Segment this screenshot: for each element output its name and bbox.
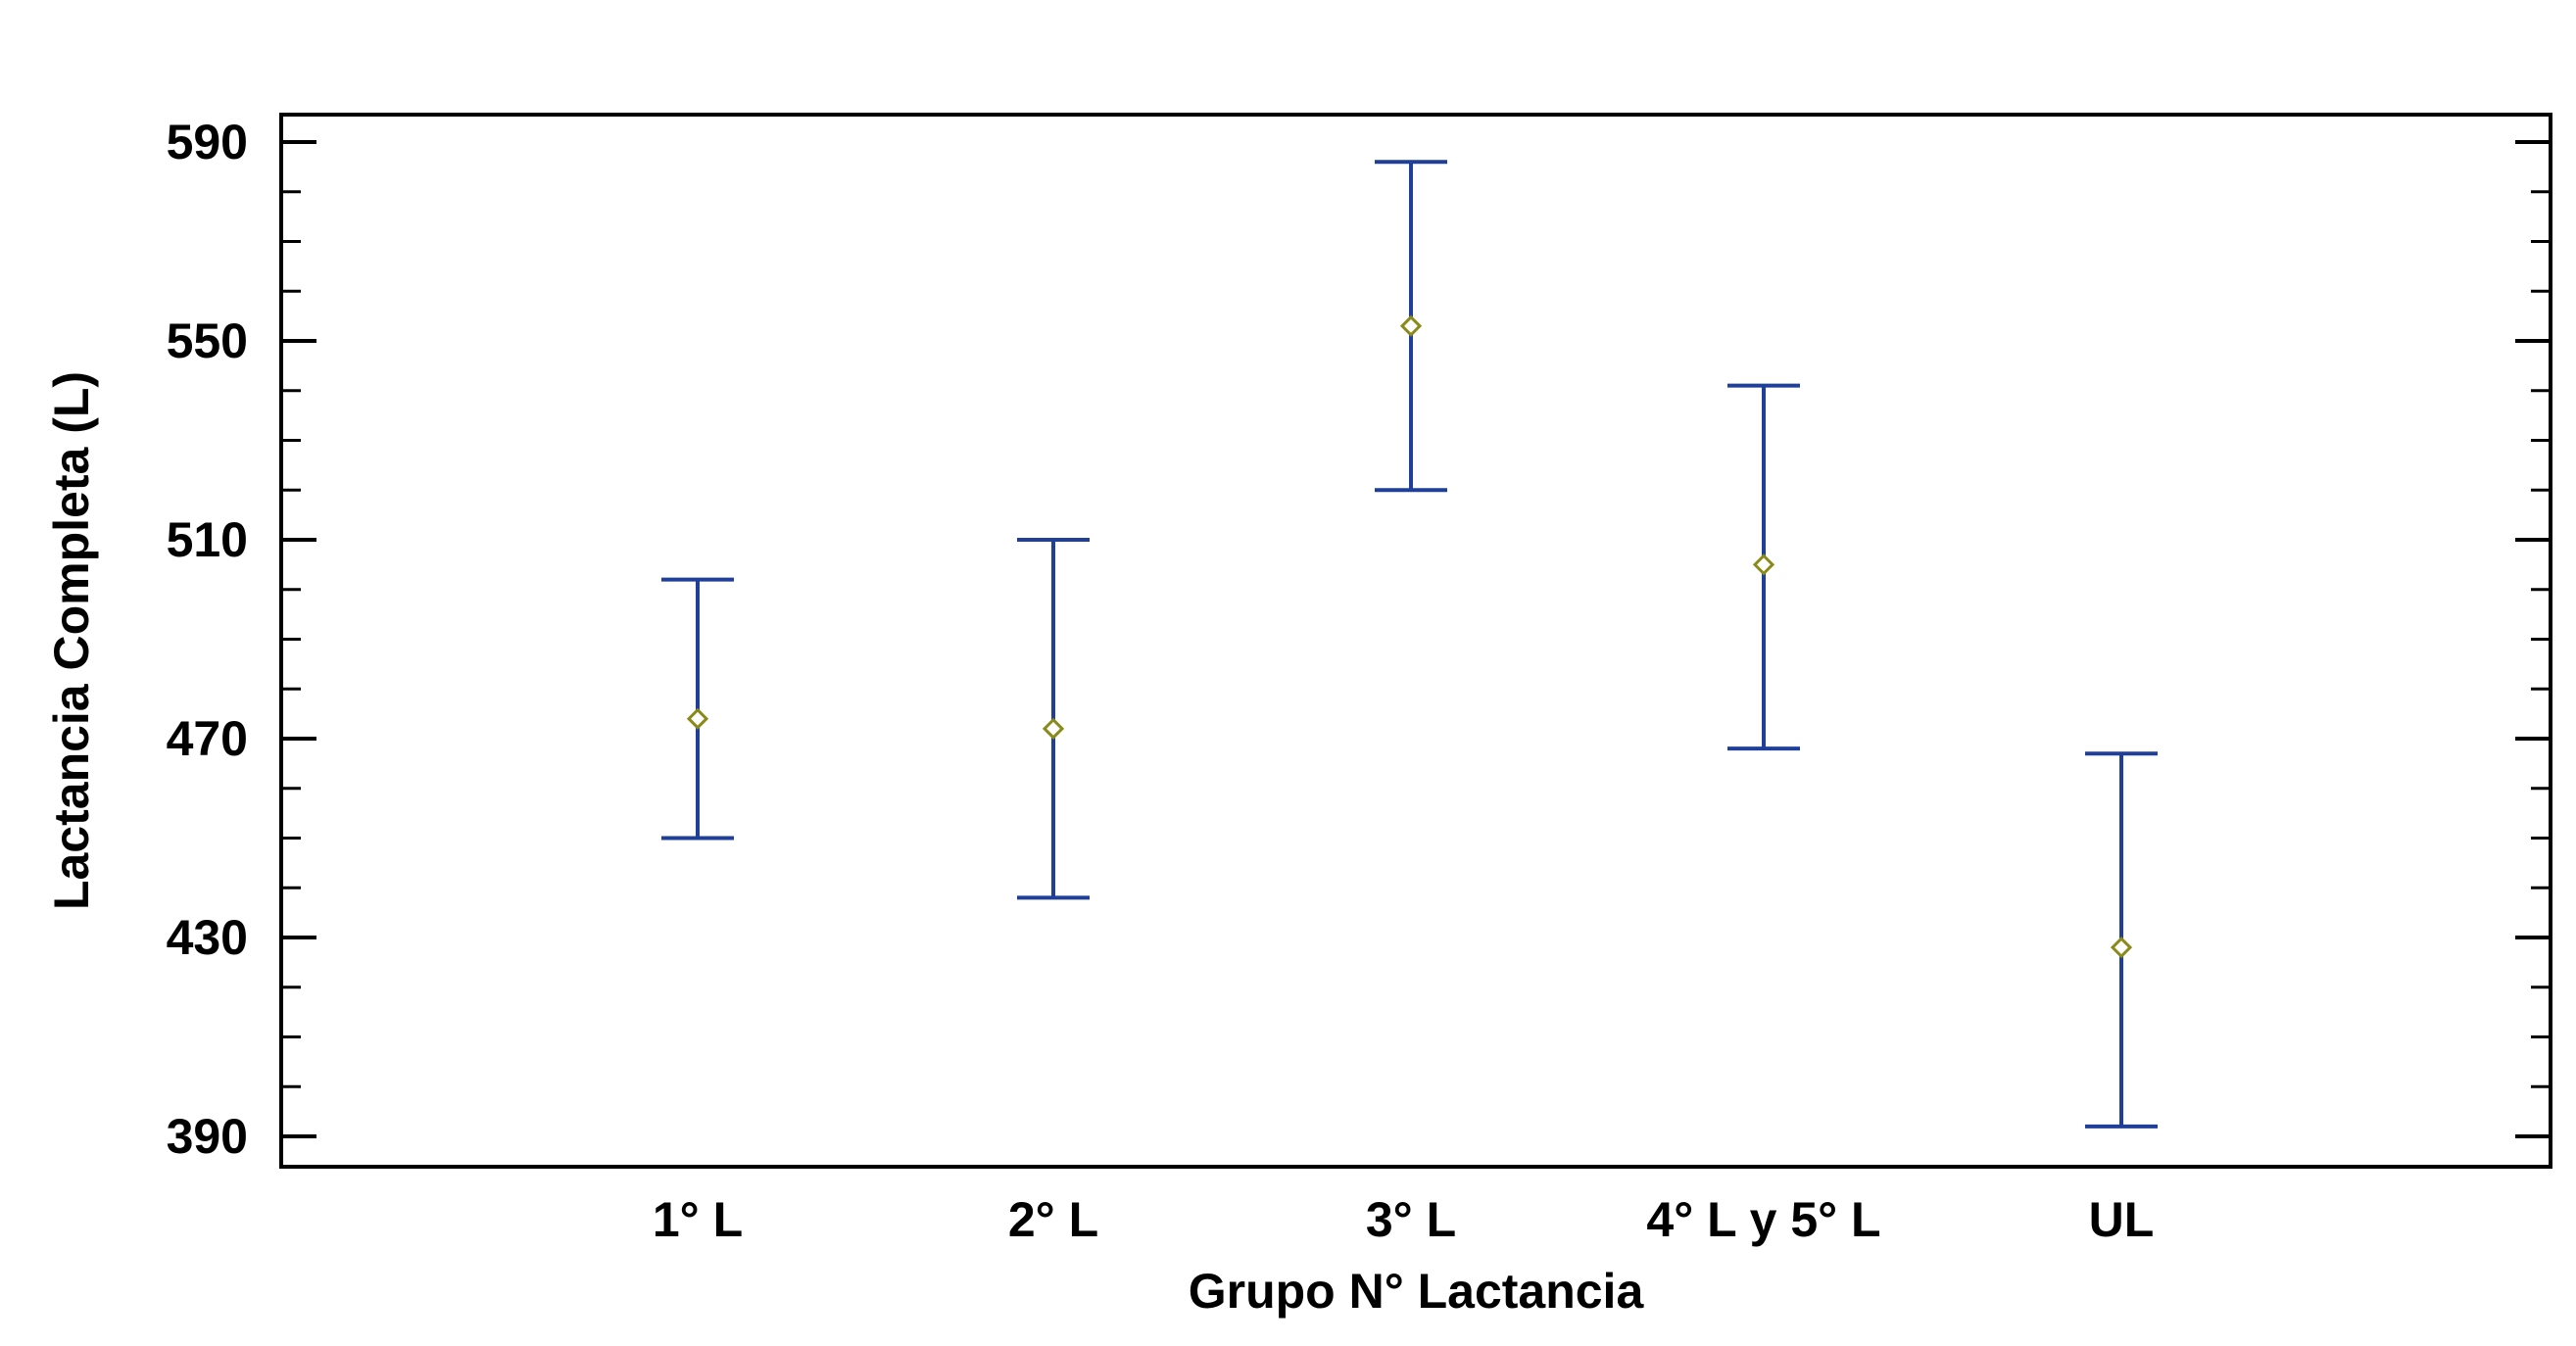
y-tick-label: 390 <box>167 1109 248 1164</box>
plot-frame <box>279 113 2552 1169</box>
y-tick-label: 430 <box>167 910 248 965</box>
y-tick-label: 470 <box>167 711 248 766</box>
mean-markers <box>686 314 2133 959</box>
mean-marker <box>2110 937 2133 959</box>
y-axis-title: Lactancia Completa (L) <box>44 371 99 910</box>
x-tick-label: UL <box>2089 1192 2155 1247</box>
y-axis-ticks <box>281 140 2551 1138</box>
x-tick-label: 1° L <box>653 1192 743 1247</box>
x-tick-label: 2° L <box>1008 1192 1098 1247</box>
x-tick-label: 3° L <box>1366 1192 1456 1247</box>
mean-marker <box>1399 314 1423 337</box>
mean-marker <box>686 707 709 730</box>
x-tick-label: 4° L y 5° L <box>1646 1192 1880 1247</box>
mean-marker <box>1752 553 1775 576</box>
mean-marker <box>1042 717 1065 740</box>
y-tick-label: 510 <box>167 512 248 567</box>
error-bars <box>661 160 2158 1129</box>
y-axis-tick-labels: 390 430 470 510 550 590 <box>167 115 248 1164</box>
y-tick-label: 550 <box>167 313 248 368</box>
x-axis-title: Grupo N° Lactancia <box>1189 1264 1645 1319</box>
y-tick-label: 590 <box>167 115 248 169</box>
x-axis-tick-labels: 1° L 2° L 3° L 4° L y 5° L UL <box>653 1192 2154 1247</box>
